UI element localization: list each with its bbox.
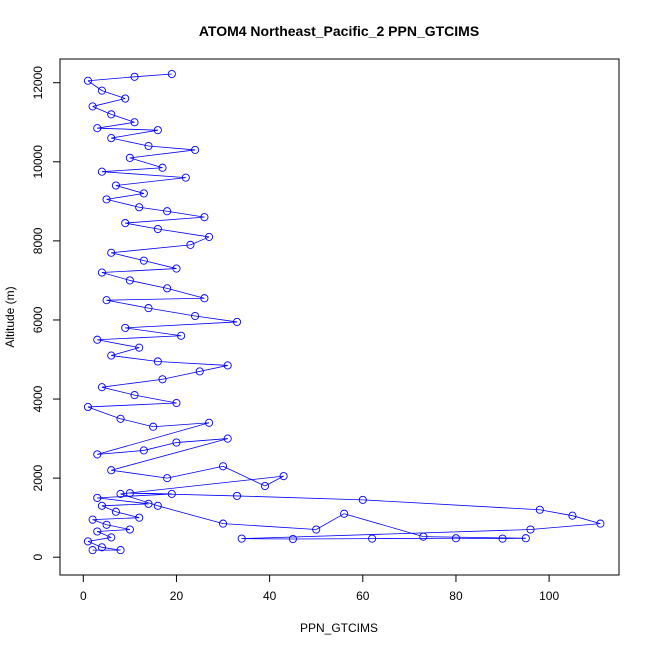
chart-title: ATOM4 Northeast_Pacific_2 PPN_GTCIMS — [199, 23, 479, 39]
x-tick-label: 60 — [356, 589, 370, 603]
y-tick-label: 4000 — [31, 385, 45, 412]
y-axis-label: Altitude (m) — [3, 286, 17, 347]
y-tick-label: 8000 — [31, 227, 45, 254]
y-tick-label: 2000 — [31, 464, 45, 491]
x-tick-label: 20 — [170, 589, 184, 603]
x-tick-label: 100 — [539, 589, 559, 603]
x-tick-label: 80 — [449, 589, 463, 603]
y-tick-label: 12000 — [31, 66, 45, 100]
y-tick-label: 6000 — [31, 306, 45, 333]
x-axis-label: PPN_GTCIMS — [300, 621, 378, 635]
x-tick-label: 0 — [80, 589, 87, 603]
x-tick-label: 40 — [263, 589, 277, 603]
y-tick-label: 0 — [31, 554, 45, 561]
y-tick-label: 10000 — [31, 145, 45, 179]
